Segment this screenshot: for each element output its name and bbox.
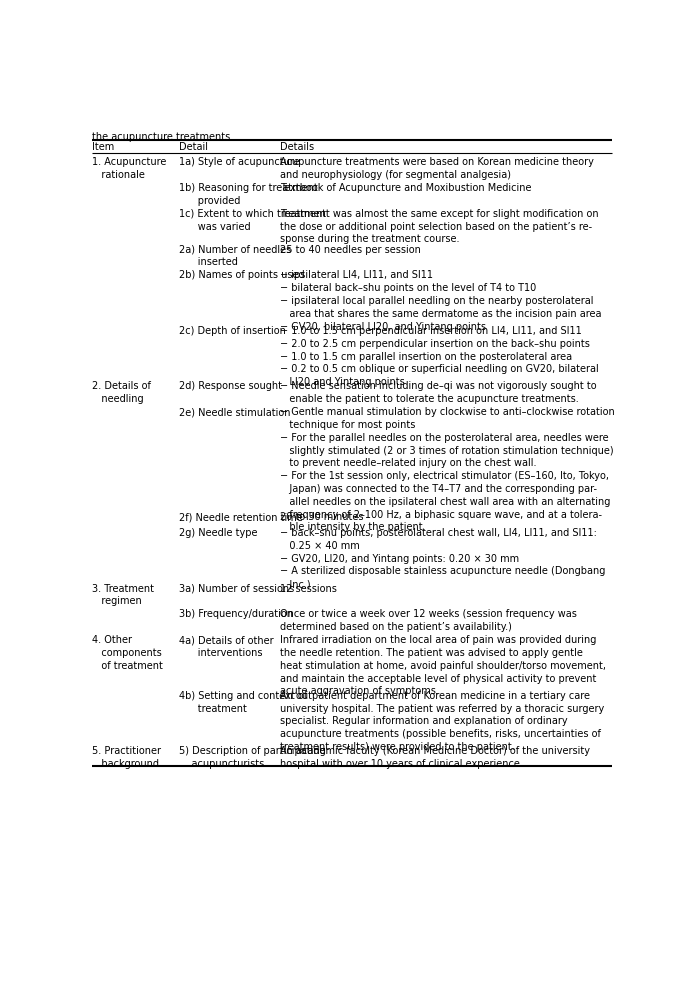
Text: 3a) Number of sessions: 3a) Number of sessions — [179, 583, 294, 593]
Text: 5) Description of participating
    acupuncturists: 5) Description of participating acupunct… — [179, 746, 326, 769]
Text: An outpatient department of Korean medicine in a tertiary care
university hospit: An outpatient department of Korean medic… — [280, 691, 605, 752]
Text: Once or twice a week over 12 weeks (session frequency was
determined based on th: Once or twice a week over 12 weeks (sess… — [280, 609, 577, 632]
Text: 1. Acupuncture
   rationale: 1. Acupuncture rationale — [92, 158, 167, 179]
Text: − 1.0 to 1.5 cm perpendicular insertion on LI4, LI11, and SI11
− 2.0 to 2.5 cm p: − 1.0 to 1.5 cm perpendicular insertion … — [280, 326, 599, 387]
Text: 1b) Reasoning for treatment
      provided: 1b) Reasoning for treatment provided — [179, 183, 318, 205]
Text: − back–shu points, posterolateral chest wall, LI4, LI11, and SI11:
   0.25 × 40 : − back–shu points, posterolateral chest … — [280, 528, 605, 589]
Text: Item: Item — [92, 142, 115, 152]
Text: − ipsilateral LI4, LI11, and SI11
− bilateral back–shu points on the level of T4: − ipsilateral LI4, LI11, and SI11 − bila… — [280, 270, 602, 332]
Text: 2e) Needle stimulation: 2e) Needle stimulation — [179, 408, 291, 418]
Text: 2c) Depth of insertion: 2c) Depth of insertion — [179, 326, 286, 336]
Text: − Gentle manual stimulation by clockwise to anti–clockwise rotation
   technique: − Gentle manual stimulation by clockwise… — [280, 408, 615, 532]
Text: 2. Details of
   needling: 2. Details of needling — [92, 382, 151, 404]
Text: Infrared irradiation on the local area of pain was provided during
the needle re: Infrared irradiation on the local area o… — [280, 635, 606, 697]
Text: 20 to 30 minutes: 20 to 30 minutes — [280, 512, 363, 522]
Text: 2d) Response sought: 2d) Response sought — [179, 382, 282, 392]
Text: Treatment was almost the same except for slight modification on
the dose or addi: Treatment was almost the same except for… — [280, 209, 599, 244]
Text: An academic faculty (Korean Medicine Doctor) of the university
hospital with ove: An academic faculty (Korean Medicine Doc… — [280, 746, 590, 769]
Text: 25 to 40 needles per session: 25 to 40 needles per session — [280, 244, 421, 254]
Text: 4b) Setting and context of
      treatment: 4b) Setting and context of treatment — [179, 691, 307, 714]
Text: − Needle sensation including de–qi was not vigorously sought to
   enable the pa: − Needle sensation including de–qi was n… — [280, 382, 597, 404]
Text: 3. Treatment
   regimen: 3. Treatment regimen — [92, 583, 155, 606]
Text: 2g) Needle type: 2g) Needle type — [179, 528, 258, 538]
Text: 2b) Names of points used: 2b) Names of points used — [179, 270, 304, 280]
Text: 3b) Frequency/duration: 3b) Frequency/duration — [179, 609, 293, 619]
Text: Textbook of Acupuncture and Moxibustion Medicine: Textbook of Acupuncture and Moxibustion … — [280, 183, 532, 193]
Text: 12 sessions: 12 sessions — [280, 583, 337, 593]
Text: the acupuncture treatments: the acupuncture treatments — [92, 132, 231, 142]
Text: 5. Practitioner
   background: 5. Practitioner background — [92, 746, 161, 769]
Text: 1a) Style of acupuncture: 1a) Style of acupuncture — [179, 158, 300, 167]
Text: Detail: Detail — [179, 142, 208, 152]
Text: Acupuncture treatments were based on Korean medicine theory
and neurophysiology : Acupuncture treatments were based on Kor… — [280, 158, 594, 179]
Text: Details: Details — [280, 142, 315, 152]
Text: 2f) Needle retention time: 2f) Needle retention time — [179, 512, 303, 522]
Text: 2a) Number of needles
      inserted: 2a) Number of needles inserted — [179, 244, 291, 267]
Text: 4. Other
   components
   of treatment: 4. Other components of treatment — [92, 635, 163, 671]
Text: 4a) Details of other
      interventions: 4a) Details of other interventions — [179, 635, 273, 658]
Text: 1c) Extent to which treatment
      was varied: 1c) Extent to which treatment was varied — [179, 209, 326, 231]
